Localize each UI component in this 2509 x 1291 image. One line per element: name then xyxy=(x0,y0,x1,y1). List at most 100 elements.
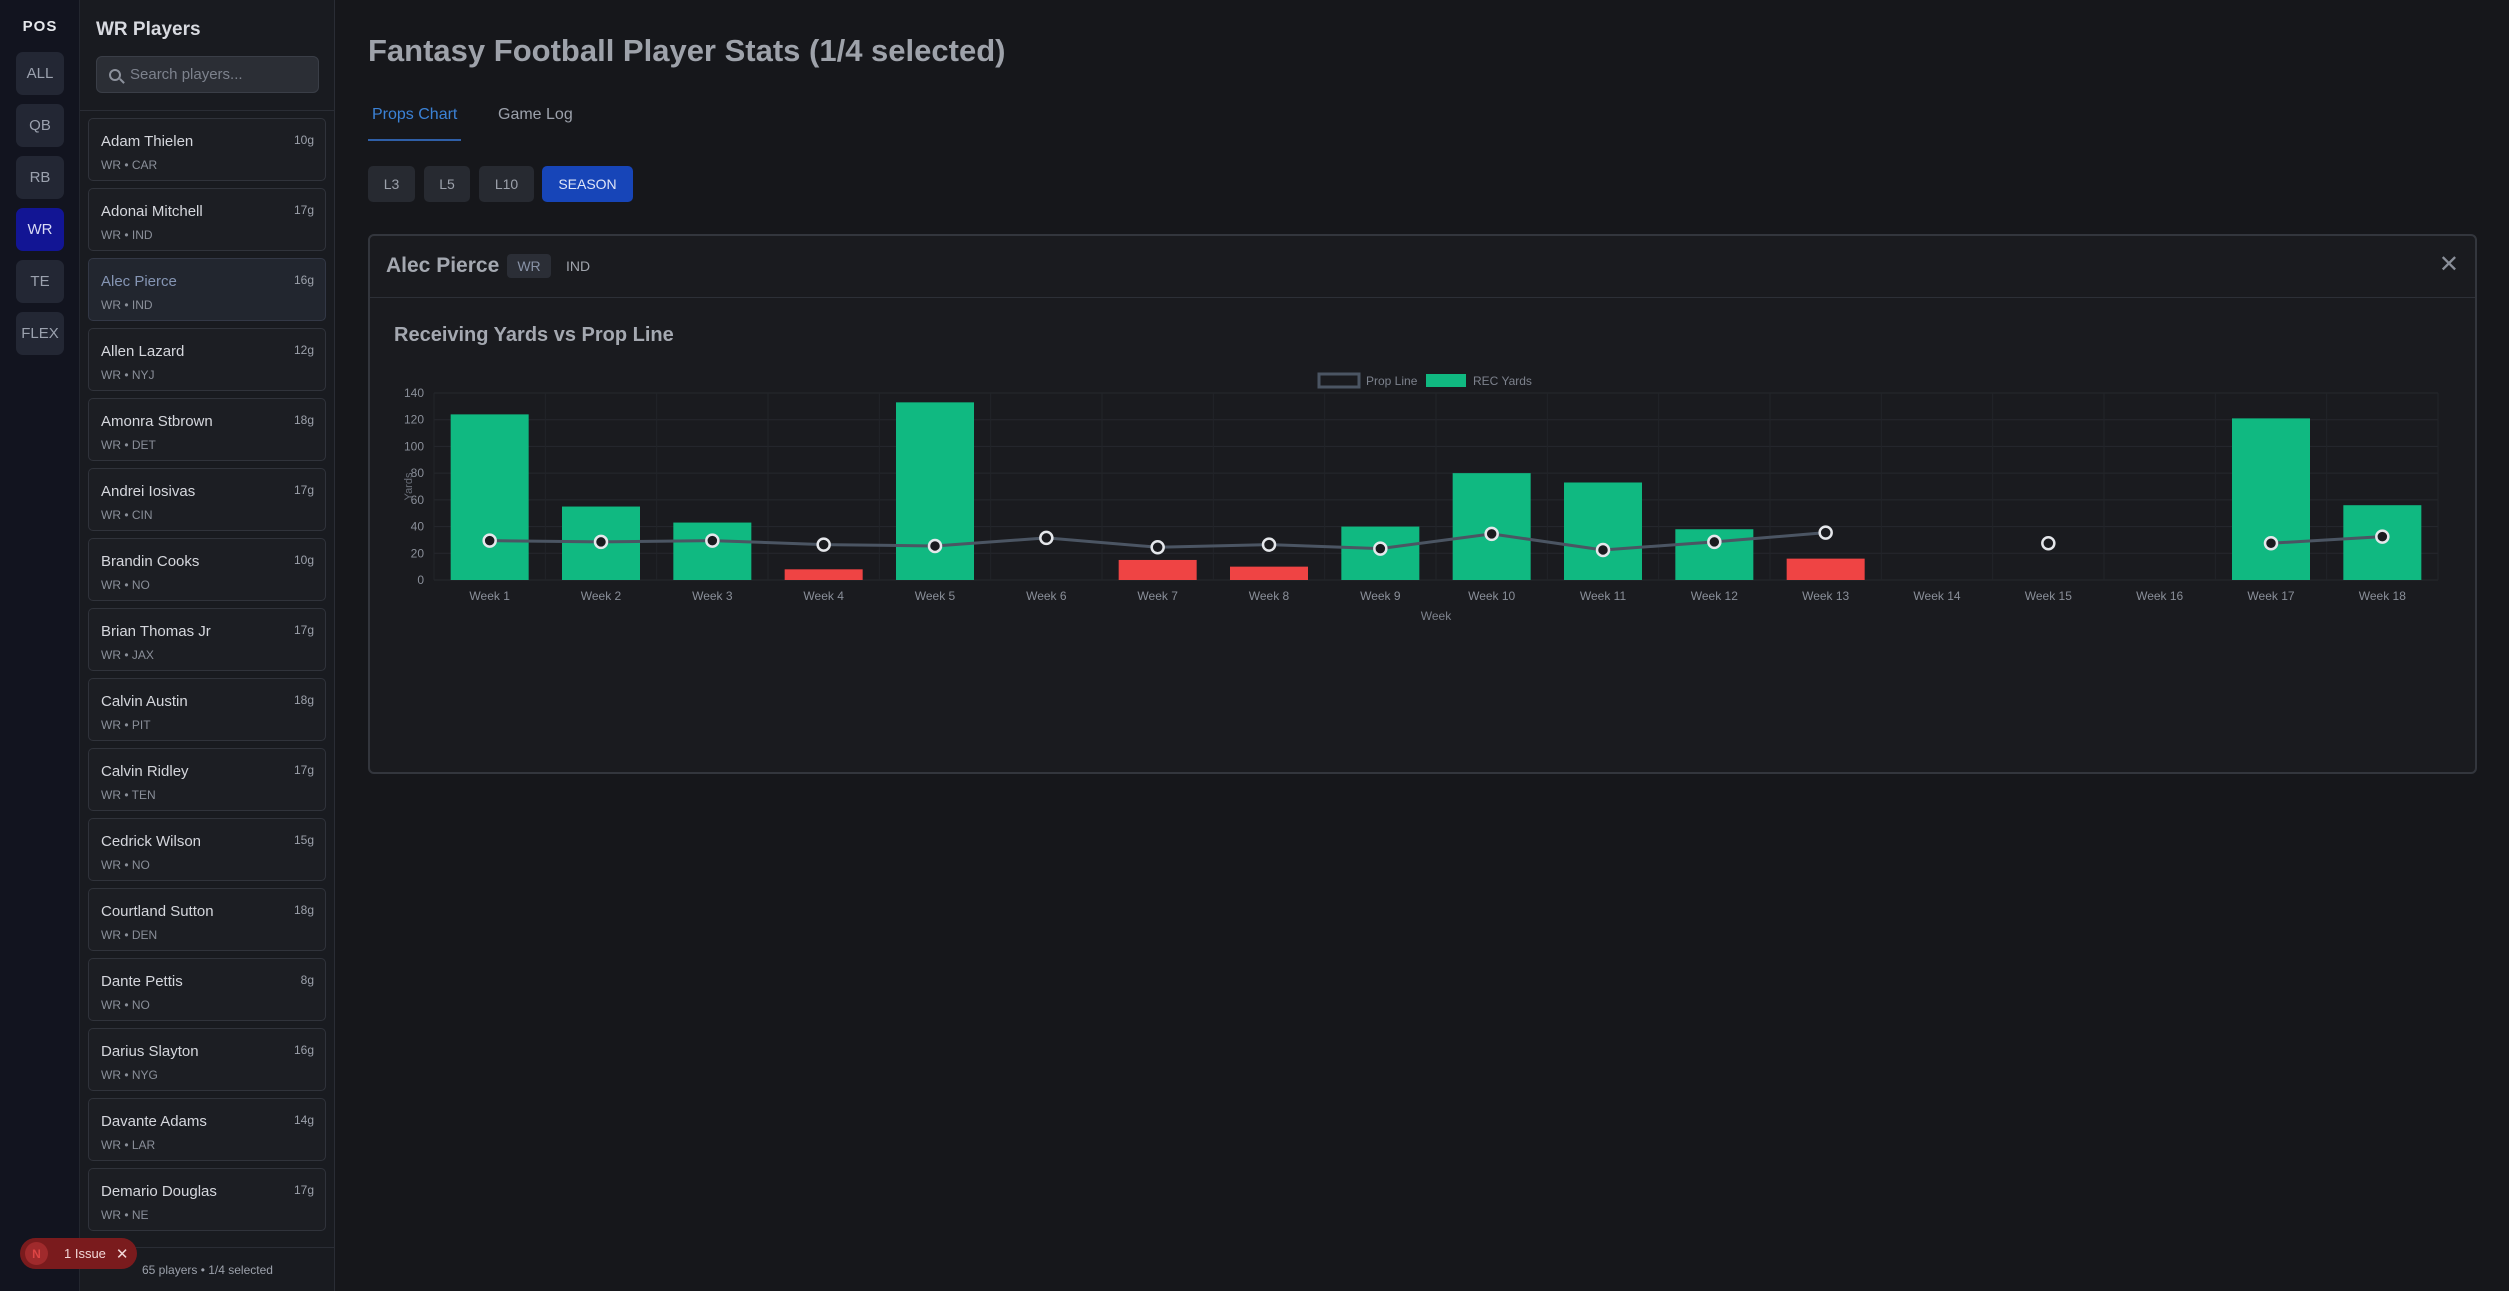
active-tab-indicator xyxy=(368,139,461,141)
player-list-item[interactable]: Courtland Sutton WR • DEN 18g xyxy=(88,888,326,951)
y-tick-label: 140 xyxy=(404,386,424,400)
player-list-item[interactable]: Dante Pettis WR • NO 8g xyxy=(88,958,326,1021)
player-games-count: 12g xyxy=(293,343,314,357)
position-filter-all[interactable]: ALL xyxy=(16,52,64,95)
position-filter-rb[interactable]: RB xyxy=(16,156,64,199)
player-list-item[interactable]: Calvin Austin WR • PIT 18g xyxy=(88,678,326,741)
player-list-item[interactable]: Alec Pierce WR • IND 16g xyxy=(88,258,326,321)
legend-prop-line-label: Prop Line xyxy=(1366,374,1418,388)
player-chart-card: Alec Pierce WR IND ✕ Receiving Yards vs … xyxy=(368,234,2477,774)
prop-line-point xyxy=(705,533,720,548)
range-button-season[interactable]: SEASON xyxy=(542,166,633,202)
player-position-team: WR • NO xyxy=(101,998,150,1012)
player-list-item[interactable]: Allen Lazard WR • NYJ 12g xyxy=(88,328,326,391)
issue-close-icon[interactable]: ✕ xyxy=(115,1245,129,1263)
page-title: Fantasy Football Player Stats (1/4 selec… xyxy=(368,33,1006,68)
selected-player-name: Alec Pierce xyxy=(386,254,500,277)
legend-prop-line-swatch xyxy=(1317,372,1361,389)
player-list-item[interactable]: Demario Douglas WR • NE 17g xyxy=(88,1168,326,1231)
player-list-item[interactable]: Amonra Stbrown WR • DET 18g xyxy=(88,398,326,461)
player-list-item[interactable]: Calvin Ridley WR • TEN 17g xyxy=(88,748,326,811)
search-input[interactable] xyxy=(130,66,320,83)
player-position-team: WR • JAX xyxy=(101,648,154,662)
search-icon xyxy=(109,68,121,81)
y-tick-label: 100 xyxy=(404,439,424,453)
player-list[interactable]: Adam Thielen WR • CAR 10g Adonai Mitchell WR… xyxy=(88,118,328,1243)
x-tick-label: Week 12 xyxy=(1691,589,1738,603)
player-position-team: WR • NYG xyxy=(101,1068,158,1082)
player-list-item[interactable]: Adam Thielen WR • CAR 10g xyxy=(88,118,326,181)
close-icon[interactable]: ✕ xyxy=(2438,251,2459,278)
player-list-item[interactable]: Adonai Mitchell WR • IND 17g xyxy=(88,188,326,251)
position-filter-flex[interactable]: FLEX xyxy=(16,312,64,355)
player-list-item[interactable]: Cedrick Wilson WR • NO 15g xyxy=(88,818,326,881)
y-tick-label: 60 xyxy=(411,493,425,507)
y-tick-label: 40 xyxy=(411,520,425,534)
player-games-count: 16g xyxy=(293,1043,314,1057)
range-button-l10[interactable]: L10 xyxy=(479,166,534,202)
player-games-count: 18g xyxy=(293,693,314,707)
chart-card-header: Alec Pierce WR IND ✕ xyxy=(370,236,2475,298)
player-position-team: WR • DEN xyxy=(101,928,158,942)
position-filter-te[interactable]: TE xyxy=(16,260,64,303)
x-tick-label: Week 9 xyxy=(1360,589,1401,603)
position-filter-wr[interactable]: WR xyxy=(16,208,64,251)
x-tick-label: Week 16 xyxy=(2136,589,2183,603)
player-position-team: WR • IND xyxy=(101,228,153,242)
main-content: Fantasy Football Player Stats (1/4 selec… xyxy=(336,0,2509,1291)
x-tick-label: Week 14 xyxy=(1913,589,1960,603)
player-list-item[interactable]: Darius Slayton WR • NYG 16g xyxy=(88,1028,326,1091)
player-list-item[interactable]: Davante Adams WR • LAR 14g xyxy=(88,1098,326,1161)
x-tick-label: Week 7 xyxy=(1137,589,1178,603)
player-name: Calvin Austin xyxy=(101,693,188,710)
prop-line-point xyxy=(1261,537,1277,552)
player-list-item[interactable]: Andrei Iosivas WR • CIN 17g xyxy=(88,468,326,531)
tab-props-chart[interactable]: Props Chart xyxy=(372,106,458,123)
player-position-team: WR • NE xyxy=(101,1208,149,1222)
prop-line-point xyxy=(1707,534,1722,550)
bar-rec-yards xyxy=(1452,473,1531,580)
player-position-team: WR • TEN xyxy=(101,788,156,802)
player-list-item[interactable]: Brian Thomas Jr WR • JAX 17g xyxy=(88,608,326,671)
player-position-team: WR • NYJ xyxy=(101,368,155,382)
player-name: Andrei Iosivas xyxy=(101,483,196,500)
player-games-count: 17g xyxy=(293,1183,314,1197)
player-name: Demario Douglas xyxy=(101,1183,217,1200)
player-list-item[interactable]: Brandin Cooks WR • NO 10g xyxy=(88,538,326,601)
range-button-l5[interactable]: L5 xyxy=(424,166,470,202)
x-tick-label: Week 15 xyxy=(2025,589,2072,603)
prop-line-point xyxy=(593,534,609,550)
player-list-panel: WR Players Adam Thielen WR • CAR 10g Adonai… xyxy=(80,0,335,1291)
player-name: Allen Lazard xyxy=(101,343,185,360)
player-games-count: 17g xyxy=(293,203,314,217)
prop-line-point xyxy=(1039,530,1054,546)
player-games-count: 17g xyxy=(293,483,314,497)
search-box[interactable] xyxy=(96,56,320,93)
player-list-title: WR Players xyxy=(96,19,201,40)
prop-line-point xyxy=(1595,542,1611,558)
x-tick-label: Week 8 xyxy=(1249,589,1290,603)
x-tick-label: Week 18 xyxy=(2359,589,2406,603)
prop-line-point xyxy=(482,533,497,548)
player-games-count: 17g xyxy=(293,763,314,777)
player-name: Courtland Sutton xyxy=(101,903,214,920)
range-button-l3[interactable]: L3 xyxy=(368,166,415,202)
player-name: Davante Adams xyxy=(101,1113,207,1130)
position-filter-qb[interactable]: QB xyxy=(16,104,64,147)
bar-rec-yards xyxy=(1564,482,1642,580)
player-games-count: 10g xyxy=(293,133,314,147)
bar-rec-yards xyxy=(784,569,863,580)
player-team-badge: IND xyxy=(565,258,591,274)
issue-logo-icon: N xyxy=(25,1242,48,1265)
player-games-count: 10g xyxy=(293,553,314,567)
tab-game-log[interactable]: Game Log xyxy=(498,106,573,123)
prop-line-point xyxy=(2263,536,2279,551)
player-position-team: WR • CIN xyxy=(101,508,153,522)
player-position-badge: WR xyxy=(507,254,551,278)
player-position-team: WR • CAR xyxy=(101,158,158,172)
player-games-count: 18g xyxy=(293,903,314,917)
x-tick-label: Week 13 xyxy=(1802,589,1849,603)
player-position-team: WR • DET xyxy=(101,438,156,452)
issue-badge[interactable]: N 1 Issue ✕ xyxy=(20,1238,137,1269)
player-name: Adam Thielen xyxy=(101,133,194,150)
